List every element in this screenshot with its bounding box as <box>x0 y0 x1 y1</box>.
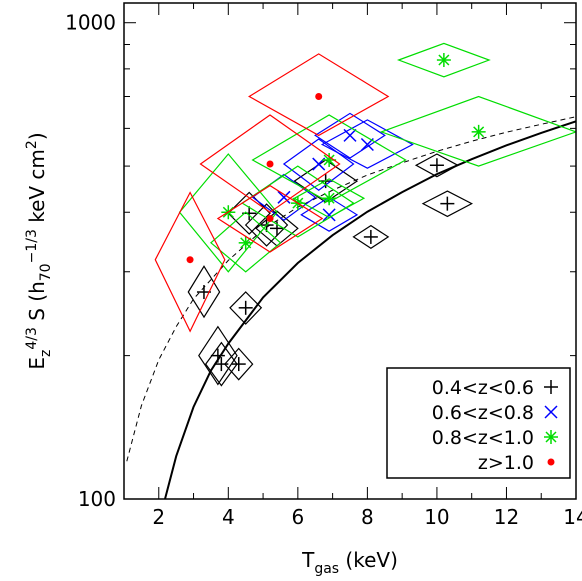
axis-tick-labels: 2 4 6 8 10 12 14 100 1000 <box>65 11 582 529</box>
x-tick-label: 10 <box>424 505 449 529</box>
error-diamond <box>421 190 473 218</box>
point-marker <box>231 357 246 372</box>
data-point <box>300 196 359 232</box>
point-marker <box>238 300 253 315</box>
legend-entry: z>1.0 <box>478 452 555 474</box>
point-marker <box>269 221 284 236</box>
error-diamond <box>352 224 390 250</box>
legend-label: 0.4<z<0.6 <box>432 377 534 399</box>
legend-entry: 0.8<z<1.0 <box>432 427 558 449</box>
error-diamond <box>244 203 289 247</box>
model-curve-solid <box>164 120 576 499</box>
point-marker <box>322 191 337 206</box>
legend-label: 0.6<z<0.8 <box>432 402 534 424</box>
point-marker <box>238 235 253 250</box>
x-axis-title: Tgas (keV) <box>301 548 398 577</box>
data-point <box>198 325 238 386</box>
legend-marker <box>544 380 558 394</box>
legend-marker <box>544 405 558 419</box>
point-marker <box>186 256 194 264</box>
error-diamond <box>216 184 324 253</box>
legend-marker <box>547 458 555 466</box>
point-marker <box>429 158 444 173</box>
point-marker <box>363 229 378 244</box>
data-point <box>421 190 473 218</box>
y-tick-label: 1000 <box>65 11 116 35</box>
error-diamond <box>209 211 282 273</box>
data-point <box>216 184 324 253</box>
error-diamond <box>300 196 359 232</box>
data-point <box>352 224 390 250</box>
data-point <box>178 153 278 273</box>
x-tick-label: 14 <box>563 505 582 529</box>
legend-box <box>386 367 571 479</box>
point-marker <box>471 124 486 139</box>
error-diamond <box>396 42 491 78</box>
error-diamond <box>154 191 226 333</box>
data-point <box>414 153 460 178</box>
x-tick-label: 8 <box>361 505 374 529</box>
point-marker <box>315 92 323 100</box>
error-diamond <box>199 114 341 213</box>
y-axis-title: Ez4/3 S (h70−1/3 keV cm2) <box>24 132 54 369</box>
point-marker <box>277 190 291 204</box>
point-marker <box>210 348 225 363</box>
y-tick-label: 100 <box>78 487 116 511</box>
data-point <box>154 191 226 333</box>
data-point <box>187 265 221 319</box>
plot-frame <box>123 2 577 500</box>
legend-entry: 0.6<z<0.8 <box>432 402 558 424</box>
legend-marker <box>544 430 558 444</box>
point-marker <box>266 160 274 168</box>
data-point <box>199 114 341 213</box>
axis-ticks <box>123 3 577 500</box>
legend-label: 0.8<z<1.0 <box>432 427 534 449</box>
error-diamond <box>379 95 576 167</box>
series-dot <box>154 53 390 333</box>
error-diamond <box>248 53 390 137</box>
data-point <box>229 291 263 325</box>
point-marker <box>322 208 336 222</box>
error-diamond <box>251 114 407 203</box>
series-asterisk <box>178 42 576 273</box>
point-marker <box>266 215 274 223</box>
x-tick-label: 2 <box>152 505 165 529</box>
legend-label: z>1.0 <box>478 452 534 474</box>
error-diamond <box>178 153 278 273</box>
error-diamond <box>293 178 366 219</box>
x-tick-label: 6 <box>291 505 304 529</box>
data-point <box>209 211 282 273</box>
point-marker <box>440 196 455 211</box>
data-point <box>251 173 317 221</box>
legend-entry: 0.4<z<0.6 <box>432 377 558 399</box>
error-diamond <box>282 138 355 191</box>
model-curve-dashed <box>126 116 576 462</box>
error-diamond <box>241 165 355 238</box>
data-point <box>293 178 366 219</box>
error-diamond <box>414 153 460 178</box>
data-point <box>314 112 386 159</box>
point-marker <box>436 53 451 68</box>
error-diamond <box>187 265 221 319</box>
data-point <box>255 210 299 247</box>
data-point <box>223 347 254 381</box>
point-marker <box>214 357 229 372</box>
data-point <box>396 42 491 78</box>
series-plus <box>187 153 473 387</box>
x-tick-label: 12 <box>494 505 519 529</box>
data-points <box>154 42 576 387</box>
legend: 0.4<z<0.6 0.6<z<0.8 0.8<z<1.0 z>1.0 <box>386 367 571 479</box>
data-point <box>379 95 576 167</box>
error-diamond <box>227 191 271 235</box>
error-diamond <box>223 347 254 381</box>
error-diamond <box>229 291 263 325</box>
x-tick-label: 4 <box>222 505 235 529</box>
data-point <box>251 114 407 203</box>
error-diamond <box>198 325 238 386</box>
model-curves <box>126 116 576 499</box>
data-point <box>248 53 390 137</box>
